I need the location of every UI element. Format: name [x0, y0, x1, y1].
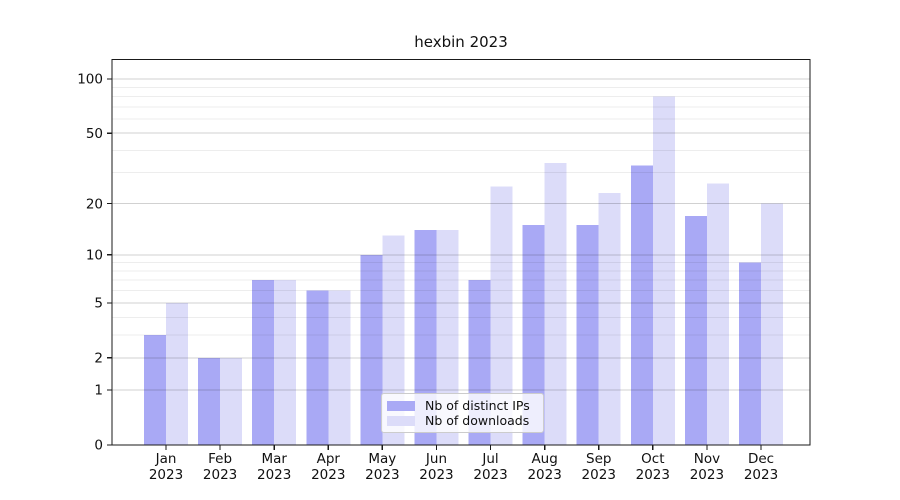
x-tick-label: Dec 2023 — [744, 451, 778, 483]
bar-distinct-ips-feb — [198, 357, 221, 445]
bar-downloads-mar — [274, 280, 297, 445]
plot-border — [111, 58, 811, 446]
legend-swatch-downloads-icon — [387, 415, 415, 426]
y-tick-label: 50 — [86, 126, 103, 142]
bar-distinct-ips-sep — [576, 225, 599, 445]
bar-downloads-jan — [166, 302, 188, 445]
bar-downloads-jun — [436, 230, 459, 445]
bar-downloads-may — [382, 235, 405, 445]
bar-distinct-ips-mar — [252, 280, 275, 445]
bar-downloads-dec — [761, 203, 783, 445]
bar-downloads-sep — [598, 192, 621, 445]
x-tick-label: Nov 2023 — [690, 451, 724, 483]
y-tick-label: 10 — [86, 248, 103, 264]
x-tick-label: Oct 2023 — [636, 451, 670, 483]
x-tick-label: Mar 2023 — [257, 451, 291, 483]
legend-label-distinct-ips: Nb of distinct IPs — [425, 398, 530, 413]
bar-distinct-ips-dec — [739, 262, 761, 445]
bar-downloads-nov — [706, 183, 729, 445]
bar-downloads-jul — [490, 186, 513, 445]
y-tick-label: 0 — [94, 438, 103, 454]
x-tick-label: Jun 2023 — [419, 451, 453, 483]
bar-distinct-ips-oct — [630, 165, 653, 445]
chart-title: hexbin 2023 — [414, 33, 508, 51]
bar-downloads-oct — [652, 96, 675, 445]
x-tick-label: Sep 2023 — [582, 451, 616, 483]
x-tick-label: Feb 2023 — [203, 451, 237, 483]
x-tick-label: Jan 2023 — [149, 451, 183, 483]
legend-entry-distinct-ips: Nb of distinct IPs — [387, 398, 535, 413]
bar-downloads-feb — [220, 357, 243, 445]
legend-label-downloads: Nb of downloads — [425, 413, 530, 428]
bar-distinct-ips-jun — [414, 230, 437, 445]
legend: Nb of distinct IPs Nb of downloads — [381, 393, 544, 433]
x-tick-label: Aug 2023 — [527, 451, 561, 483]
bar-distinct-ips-apr — [306, 290, 329, 445]
legend-entry-downloads: Nb of downloads — [387, 413, 535, 428]
bar-distinct-ips-jan — [144, 335, 166, 445]
y-tick-label: 1 — [94, 383, 103, 399]
x-tick-label: Jul 2023 — [473, 451, 507, 483]
bar-distinct-ips-aug — [522, 225, 545, 445]
legend-swatch-distinct-ips-icon — [387, 400, 415, 411]
y-tick-label: 5 — [94, 296, 103, 312]
bar-downloads-aug — [544, 163, 567, 445]
bar-downloads-apr — [328, 290, 351, 445]
bar-distinct-ips-nov — [684, 215, 707, 445]
x-tick-label: Apr 2023 — [311, 451, 345, 483]
bar-distinct-ips-may — [360, 254, 383, 445]
y-tick-label: 100 — [77, 72, 103, 88]
y-tick-label: 20 — [86, 196, 103, 212]
y-tick-label: 2 — [94, 351, 103, 367]
x-tick-label: May 2023 — [365, 451, 399, 483]
